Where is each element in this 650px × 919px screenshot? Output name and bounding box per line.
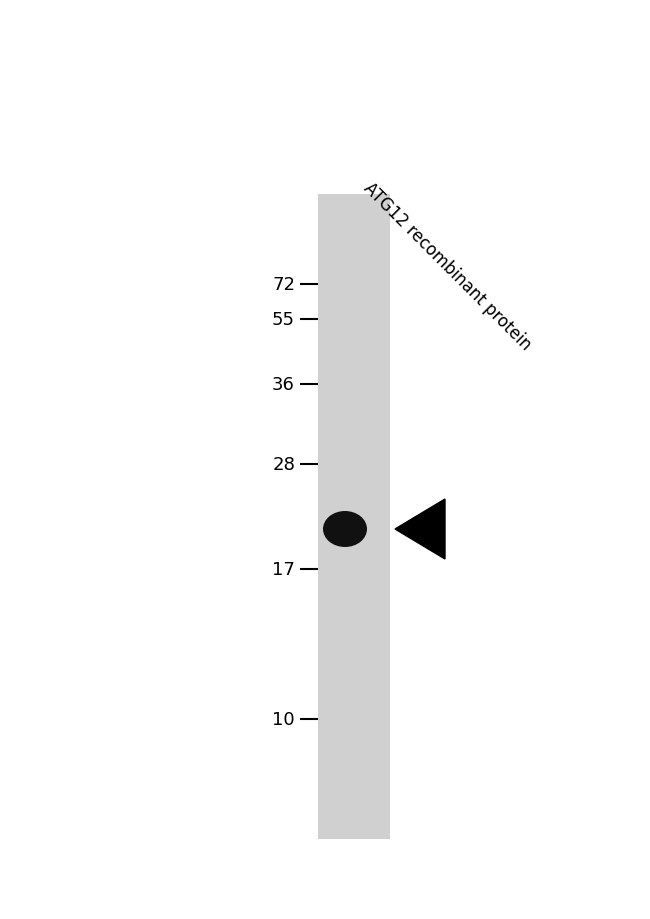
- Polygon shape: [395, 499, 445, 560]
- Text: 36: 36: [272, 376, 295, 393]
- Text: 17: 17: [272, 561, 295, 578]
- Text: ATG12 recombinant protein: ATG12 recombinant protein: [360, 179, 535, 354]
- Text: 28: 28: [272, 456, 295, 473]
- Text: 10: 10: [272, 710, 295, 728]
- Ellipse shape: [323, 512, 367, 548]
- Bar: [318, 195, 390, 839]
- Text: 72: 72: [272, 276, 295, 294]
- Text: 55: 55: [272, 311, 295, 329]
